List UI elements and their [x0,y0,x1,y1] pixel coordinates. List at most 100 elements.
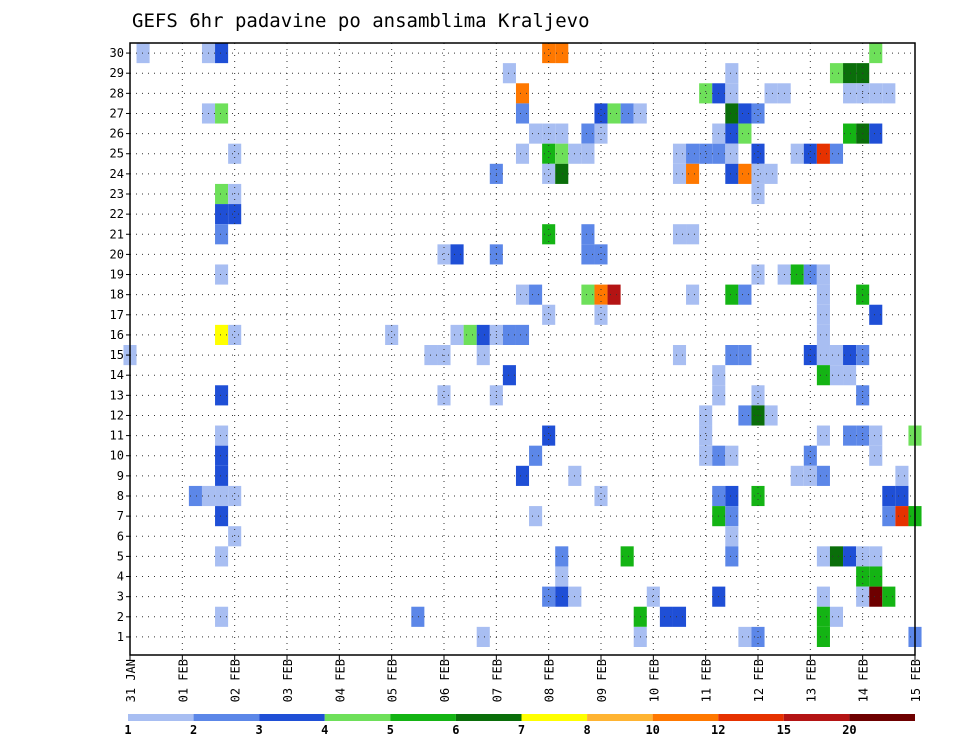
heatmap-cell [738,103,752,124]
y-tick-label: 9 [117,469,124,483]
heatmap-cell [542,43,556,64]
legend-label: 1 [124,723,131,737]
chart-title: GEFS 6hr padavine po ansamblima Kraljevo [132,10,590,32]
heatmap-cell [751,385,765,406]
y-tick-label: 24 [110,167,124,181]
heatmap-cell [738,163,752,184]
y-tick-label: 27 [110,106,124,120]
y-tick-label: 29 [110,66,124,80]
y-tick-label: 16 [110,328,124,342]
heatmap-cell [502,63,516,84]
heatmap-cell [542,586,556,607]
heatmap-cell [555,566,569,587]
legend-label: 3 [256,723,263,737]
heatmap-cell [699,425,713,446]
legend-label: 5 [387,723,394,737]
y-tick-label: 3 [117,590,124,604]
y-tick-label: 4 [117,570,124,584]
heatmap-cell [228,485,242,507]
heatmap-cell [882,83,896,104]
heatmap-cell [581,244,595,265]
heatmap-cell [699,143,713,164]
y-tick-label: 17 [110,308,124,322]
x-tick-label: 07 FEB [490,659,504,702]
y-tick-label: 10 [110,449,124,463]
y-tick-label: 22 [110,207,124,221]
heatmap-cell [215,324,229,345]
legend-label: 4 [321,723,328,737]
heatmap-cell [803,264,817,285]
heatmap-cell [895,465,909,486]
legend-swatch [455,714,522,721]
heatmap-cell [215,606,229,627]
x-tick-label: 14 FEB [857,659,871,702]
y-tick-label: 20 [110,247,124,261]
heatmap-cell [594,485,608,507]
heatmap-cell [869,43,883,64]
y-tick-label: 21 [110,227,124,241]
y-tick-label: 14 [110,368,124,382]
heatmap-cell [751,163,765,184]
color-legend: 1 2 3 4 5 6 7 8 10 12 15 20 [124,714,915,737]
heatmap-cell [725,445,739,466]
y-tick-label: 19 [110,268,124,282]
heatmap-cell [790,264,804,285]
heatmap-cell [751,143,765,164]
heatmap-cell [869,123,883,144]
heatmap-cell [594,304,608,325]
legend-swatch [783,714,850,721]
y-tick-label: 13 [110,388,124,402]
heatmap-cell [542,224,556,245]
grid-lines [130,43,915,655]
heatmap-cell [686,224,700,245]
heatmap-cell [215,204,229,225]
legend-label: 7 [518,723,525,737]
legend-swatch [128,714,194,721]
heatmap-cell [215,425,229,446]
heatmap-cell [515,284,530,305]
x-tick-label: 13 FEB [804,659,818,702]
heatmap-cell [581,284,595,305]
heatmap-cell [476,626,490,647]
heatmap-cell [725,83,739,104]
heatmap-cell [869,304,883,325]
heatmap-cell [411,606,425,627]
legend-swatch [324,714,391,721]
heatmap-cell [738,284,752,305]
plot-frame [129,42,916,656]
heatmap-cell [816,304,830,325]
x-tick-label: 01 FEB [176,659,190,702]
heatmap-cell [581,143,595,164]
heatmap-cell [725,163,739,184]
heatmap-cell [829,606,844,627]
heatmap-cell [228,143,242,164]
x-tick-label: 15 FEB [909,659,923,702]
y-tick-label: 5 [117,549,124,563]
heatmap-cell [882,506,896,527]
legend-swatch [849,714,915,721]
heatmap-cell [228,324,242,345]
heatmap-cell [751,626,765,647]
heatmap-cell [529,445,543,466]
heatmap-cell [228,204,242,225]
x-tick-label: 03 FEB [281,659,295,702]
heatmap-cell [450,324,464,345]
y-tick-label: 2 [117,610,124,624]
y-tick-label: 26 [110,127,124,141]
heatmap-cell [816,546,830,567]
heatmap-cell [686,284,700,305]
y-tick-label: 11 [110,429,124,443]
x-tick-label: 05 FEB [386,659,400,702]
heatmap-cell [803,143,817,164]
legend-label: 12 [711,723,725,737]
heatmap-cell [555,143,569,164]
heatmap-cell [816,425,830,446]
heatmap-cell [581,224,595,245]
heatmap-cell [555,43,569,64]
y-tick-label: 1 [117,630,124,644]
heatmap-cell [659,606,673,627]
heatmap-cell [869,445,883,466]
heatmap-cell [803,445,817,466]
heatmap-cell [594,103,608,124]
heatmap-cell [686,143,700,164]
